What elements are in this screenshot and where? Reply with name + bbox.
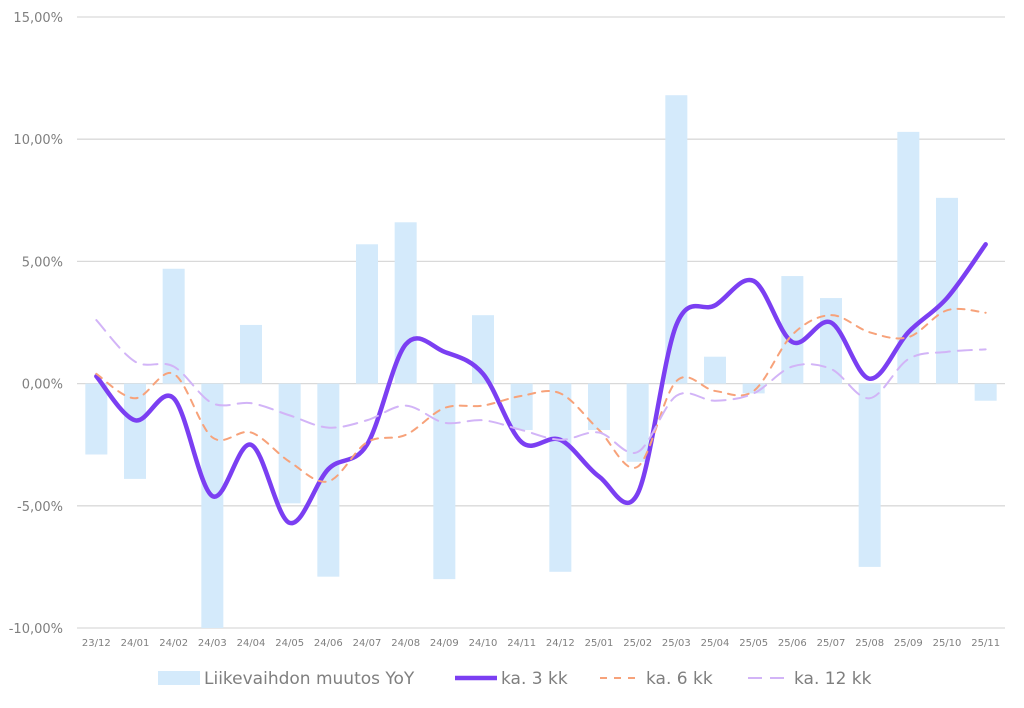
bar [278,383,301,504]
x-tick-label: 24/09 [430,638,459,649]
x-tick-label: 24/11 [507,638,536,649]
bar [858,383,881,567]
y-tick-label: 0,00% [22,378,63,393]
x-tick-label: 24/06 [314,638,343,649]
legend-label: ka. 3 kk [501,669,568,689]
bar [240,324,262,384]
bar [781,276,804,384]
x-tick-label: 24/10 [469,638,498,649]
bar [433,383,456,580]
x-tick-label: 24/12 [546,638,575,649]
y-tick-label: -5,00% [17,500,63,515]
bar [897,131,920,384]
bar [356,244,378,384]
bar [665,95,688,384]
legend-label: Liikevaihdon muutos YoY [204,669,415,689]
x-tick-label: 25/04 [701,638,730,649]
x-tick-label: 25/09 [894,638,923,649]
x-tick-label: 24/03 [198,638,227,649]
x-tick-label: 25/03 [662,638,691,649]
y-tick-label: 5,00% [22,255,63,270]
x-tick-label: 25/01 [585,638,614,649]
y-tick-label: 15,00% [13,11,63,26]
series-line-3 [95,319,987,455]
bar [162,268,185,384]
bar [394,222,417,384]
legend-swatch [158,671,200,685]
bar [820,298,842,384]
x-tick-label: 25/02 [623,638,652,649]
bar [85,383,108,455]
x-tick-label: 25/06 [778,638,807,649]
bar [742,383,765,394]
legend-label: ka. 6 kk [646,669,713,689]
bar [974,383,997,401]
bar [704,356,726,384]
x-tick-label: 23/12 [82,638,111,649]
bar [626,383,649,462]
x-tick-label: 25/05 [739,638,768,649]
bar [936,197,958,384]
x-tick-label: 25/08 [855,638,884,649]
x-tick-label: 24/01 [121,638,150,649]
bar [510,383,533,431]
series-line-1 [94,242,988,526]
x-tick-label: 24/08 [391,638,420,649]
y-tick-label: 10,00% [13,133,63,148]
x-tick-label: 25/11 [971,638,1000,649]
bar [124,383,146,479]
x-tick-label: 24/04 [237,638,266,649]
bar [588,383,610,431]
bar [549,383,572,572]
legend-label: ka. 12 kk [794,669,872,689]
bar [317,383,340,577]
y-tick-label: -10,00% [9,622,63,637]
x-tick-label: 24/07 [353,638,382,649]
x-tick-label: 24/05 [275,638,304,649]
x-tick-label: 24/02 [159,638,188,649]
bar [201,383,224,628]
x-tick-label: 25/07 [817,638,846,649]
x-tick-label: 25/10 [933,638,962,649]
series-line-2 [95,307,987,483]
